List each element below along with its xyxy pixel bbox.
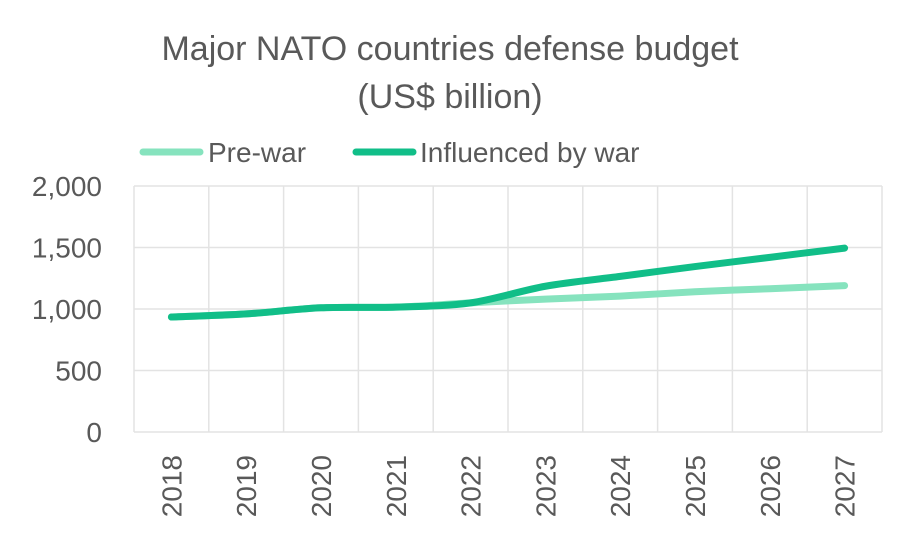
x-tick-label: 2026 xyxy=(755,455,786,517)
legend: Pre-war Influenced by war xyxy=(139,137,639,168)
y-tick-label: 1,500 xyxy=(32,233,102,264)
x-tick-label: 2021 xyxy=(381,455,412,517)
gridlines xyxy=(133,185,883,433)
y-tick-label: 1,000 xyxy=(32,294,102,325)
x-tick-label: 2018 xyxy=(156,455,187,517)
y-tick-label: 500 xyxy=(55,356,102,387)
legend-label: Pre-war xyxy=(208,137,306,168)
x-tick-label: 2027 xyxy=(830,455,861,517)
y-tick-label: 2,000 xyxy=(32,171,102,202)
x-tick-label: 2020 xyxy=(306,455,337,517)
legend-item: Influenced by war xyxy=(352,137,639,168)
x-tick-label: 2019 xyxy=(231,455,262,517)
legend-item: Pre-war xyxy=(139,137,306,168)
legend-label: Influenced by war xyxy=(420,137,639,168)
chart-title-line-1: Major NATO countries defense budget xyxy=(161,30,739,68)
x-tick-label: 2025 xyxy=(680,455,711,517)
x-tick-label: 2022 xyxy=(456,455,487,517)
x-tick-label: 2024 xyxy=(605,455,636,517)
chart-title-line-2: (US$ billion) xyxy=(357,78,542,116)
y-tick-label: 0 xyxy=(86,417,102,448)
y-axis: 0 500 1,000 1,500 2,000 xyxy=(32,171,102,448)
series-line-influenced-by-war xyxy=(167,244,849,321)
series-lines xyxy=(167,244,849,321)
chart-title: Major NATO countries defense budget (US$… xyxy=(161,30,739,116)
x-tick-label: 2023 xyxy=(530,455,561,517)
x-axis: 2018 2019 2020 2021 2022 2023 2024 2025 2026 2027 xyxy=(156,455,860,517)
